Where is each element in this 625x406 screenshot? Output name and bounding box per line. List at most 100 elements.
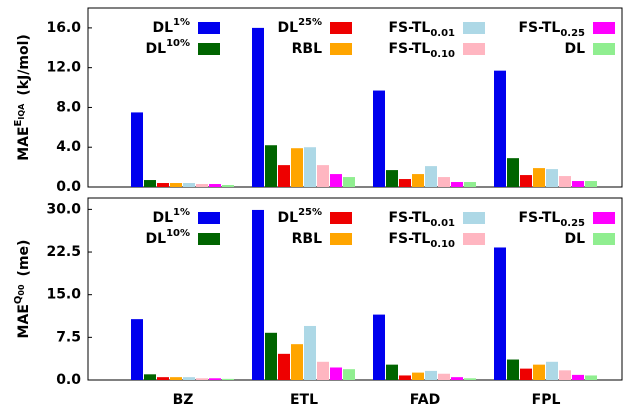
bar <box>533 168 545 187</box>
bar <box>464 182 476 187</box>
legend-text: DL <box>278 210 299 226</box>
legend-sup: 1% <box>173 207 190 218</box>
bar <box>144 374 156 380</box>
bar <box>425 370 437 380</box>
y-axis-label: MAEEIQA (kJ/mol) <box>13 34 32 161</box>
legend-swatch <box>330 233 352 245</box>
bar <box>507 158 519 187</box>
legend-label: DL1% <box>152 17 190 36</box>
legend-label: DL10% <box>146 228 190 247</box>
legend-text: DL <box>278 20 299 36</box>
bar <box>317 361 329 380</box>
bar <box>278 165 290 187</box>
bar <box>373 90 385 187</box>
bar <box>183 377 195 380</box>
bar <box>291 344 303 380</box>
y-label-unit: (kJ/mol) <box>16 34 32 95</box>
legend-swatch <box>198 22 220 34</box>
bar <box>373 314 385 380</box>
bar <box>343 177 355 187</box>
legend-sub: 0.10 <box>430 49 455 60</box>
legend-label: DL25% <box>278 207 322 226</box>
legend-label: FS-TL0.25 <box>518 210 585 229</box>
bar <box>585 375 597 380</box>
bar <box>343 369 355 380</box>
bar <box>399 179 411 187</box>
y-tick-label: 0.0 <box>56 179 81 195</box>
legend-label: DL <box>564 231 585 247</box>
y-tick-label: 4.0 <box>56 139 81 155</box>
legend-sup: 10% <box>166 228 190 239</box>
bar <box>494 70 506 187</box>
bar <box>520 368 532 380</box>
bar <box>209 378 221 380</box>
bar <box>222 185 234 187</box>
y-label-sup-sub: IQA <box>17 103 26 120</box>
bar <box>412 174 424 187</box>
y-tick-label: 8.0 <box>56 99 81 115</box>
legend-swatch <box>593 22 615 34</box>
bar <box>520 175 532 187</box>
bar <box>494 247 506 380</box>
legend-label: DL25% <box>278 17 322 36</box>
legend-sub: 0.01 <box>430 218 455 229</box>
bar <box>196 378 208 380</box>
legend-text: DL <box>152 210 173 226</box>
bar <box>131 112 143 187</box>
bar <box>265 145 277 187</box>
y-label-sup-sub: 00 <box>17 284 26 296</box>
bar <box>451 182 463 187</box>
y-tick-label: 15.0 <box>46 287 81 303</box>
bar <box>438 373 450 380</box>
bar <box>585 181 597 187</box>
bar <box>559 176 571 187</box>
legend-swatch <box>330 43 352 55</box>
legend-swatch <box>463 22 485 34</box>
legend-label: RBL <box>292 41 322 57</box>
bar <box>330 367 342 380</box>
bar <box>559 370 571 380</box>
bar <box>412 372 424 380</box>
bar <box>144 180 156 187</box>
legend-text: RBL <box>292 231 322 247</box>
y-axis-label: MAEQ00 (me) <box>13 240 32 339</box>
legend-text: DL <box>564 231 585 247</box>
bar <box>317 165 329 187</box>
legend-swatch <box>593 212 615 224</box>
bar <box>386 170 398 187</box>
legend-text: FS-TL <box>518 20 560 36</box>
legend-swatch <box>198 233 220 245</box>
y-label-sup: Q <box>13 296 24 305</box>
legend-swatch <box>463 233 485 245</box>
bar <box>222 378 234 380</box>
legend-text: DL <box>146 41 167 57</box>
bar <box>425 166 437 187</box>
bar <box>278 353 290 380</box>
y-tick-label: 22.5 <box>46 244 81 260</box>
legend-label: DL <box>564 41 585 57</box>
bar <box>252 27 264 188</box>
legend-sub: 0.10 <box>430 239 455 250</box>
legend-swatch <box>198 43 220 55</box>
legend-label: FS-TL0.10 <box>388 231 455 250</box>
legend-label: DL10% <box>146 38 190 57</box>
legend-text: FS-TL <box>388 231 430 247</box>
bar <box>386 364 398 380</box>
bar <box>533 364 545 380</box>
legend-text: DL <box>146 231 167 247</box>
y-label-text: MAE <box>16 304 32 338</box>
legend-label: FS-TL0.01 <box>388 20 455 39</box>
legend-swatch <box>330 22 352 34</box>
x-tick-label: ETL <box>290 392 318 406</box>
legend-sub: 0.01 <box>430 28 455 39</box>
x-tick-label: BZ <box>173 392 194 406</box>
bar <box>170 183 182 187</box>
legend-sub: 0.25 <box>560 28 585 39</box>
legend-text: FS-TL <box>388 20 430 36</box>
bar <box>196 184 208 187</box>
bar <box>157 183 169 187</box>
y-tick-label: 16.0 <box>46 20 81 36</box>
bar <box>507 359 519 380</box>
bar <box>464 378 476 380</box>
bar <box>546 361 558 380</box>
